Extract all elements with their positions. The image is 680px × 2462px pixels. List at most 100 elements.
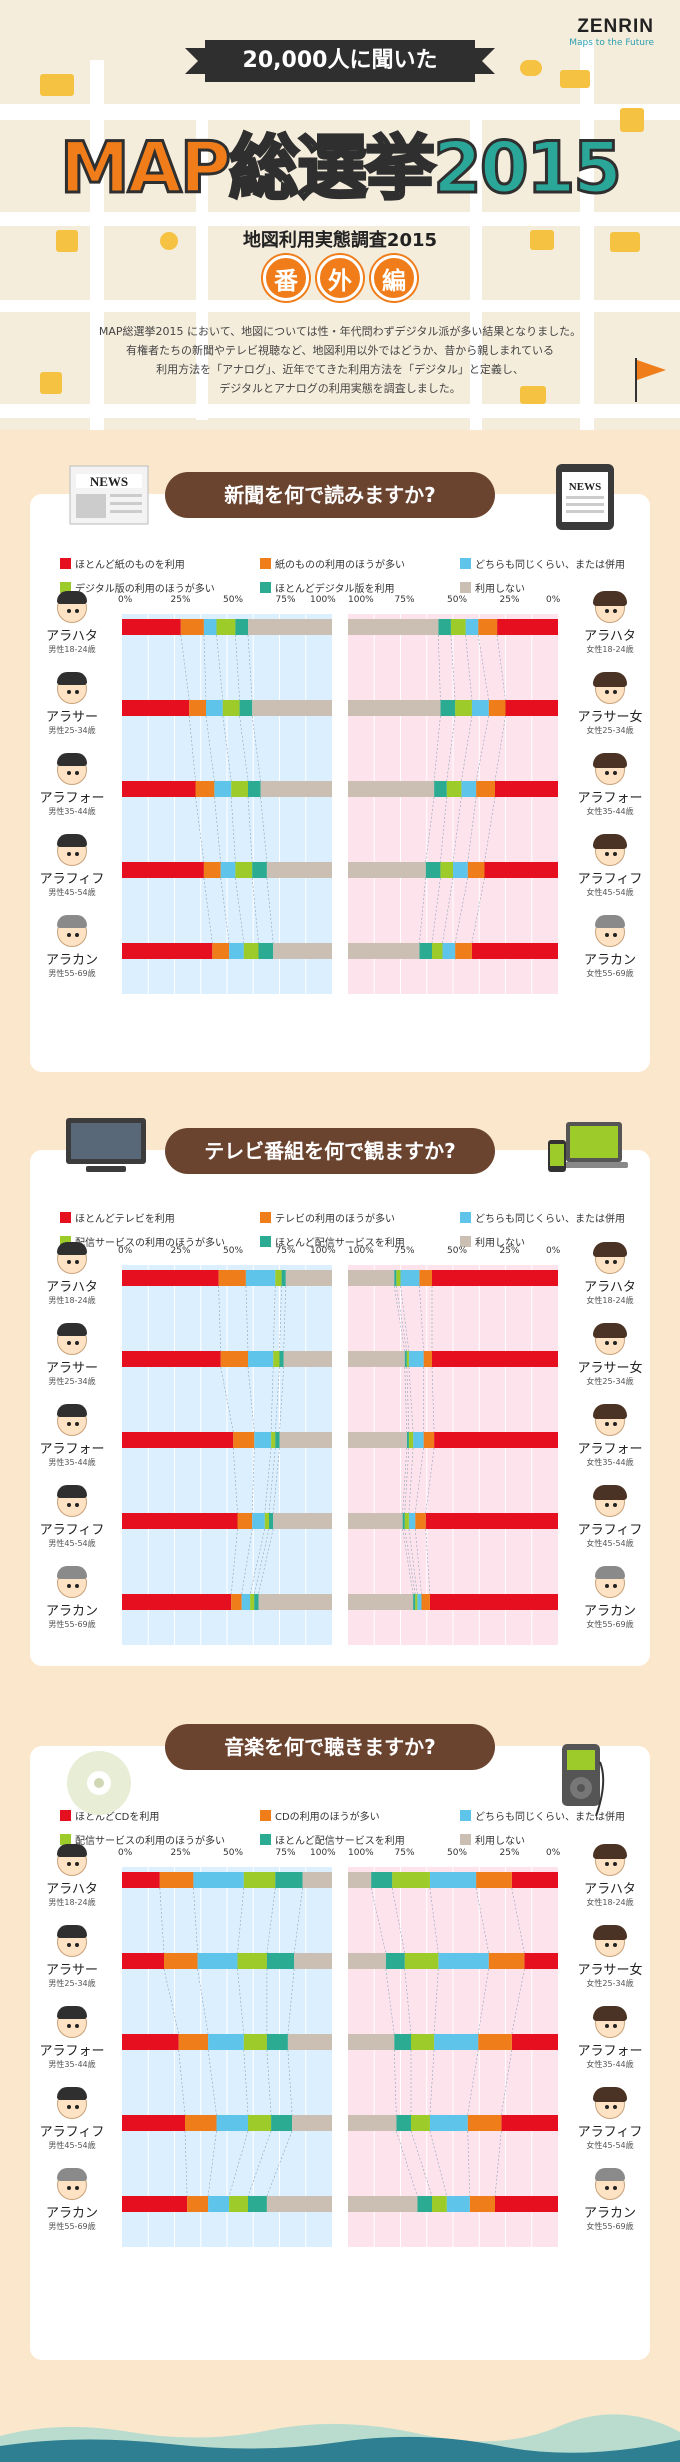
male-group-label: アラフィフ 男性45-54歳: [32, 2089, 112, 2151]
tick-label: 50%: [447, 1848, 468, 1858]
tick-label: 25%: [170, 595, 191, 605]
legend-entry: 配信サービスの利用のほうが多い: [60, 1234, 225, 1249]
female-avatar-icon: [593, 1485, 627, 1517]
male-group-label: アラハタ 男性18-24歳: [32, 1846, 112, 1908]
connector-line: [393, 1285, 405, 1352]
male-group-label: アラフォー 男性35-44歳: [32, 755, 112, 817]
connector-line: [419, 1285, 424, 1352]
group-age: 女性35-44歳: [586, 807, 634, 816]
male-bar-segment: [208, 2196, 230, 2212]
male-bar-segment: [269, 1513, 274, 1529]
male-bar-segment: [239, 700, 253, 716]
connector-line: [249, 1528, 266, 1595]
male-bar-segment: [122, 943, 213, 959]
male-group-label: アラフィフ 男性45-54歳: [32, 1487, 112, 1549]
tick-label: 25%: [499, 1246, 520, 1256]
legend-label: ほとんどCDを利用: [75, 1812, 160, 1823]
tick-label: 75%: [275, 1848, 296, 1858]
tick-label: 100%: [348, 1848, 374, 1858]
connector-line: [450, 634, 456, 701]
male-bar-segment: [243, 1872, 276, 1888]
connector-line: [431, 1366, 435, 1433]
intro-line-1: MAP総選挙2015 において、地図については性・年代問わずデジタル派が多い結果…: [98, 325, 582, 338]
connector-line: [440, 796, 447, 863]
legend-entry: ほとんど配信サービスを利用: [260, 1832, 405, 1847]
connector-line: [467, 2049, 479, 2116]
connector-line: [251, 1447, 255, 1514]
male-bar-segment: [122, 700, 190, 716]
male-avatar-icon: [57, 2006, 87, 2038]
female-group-label: アラカン 女性55-69歳: [570, 1568, 650, 1630]
female-bar-segment: [465, 619, 479, 635]
female-bar-segment: [348, 1872, 372, 1888]
flag-icon: [635, 358, 666, 402]
legend-swatch: [460, 558, 471, 569]
group-name: アラハタ: [46, 629, 98, 644]
legend-label: ほとんど紙のものを利用: [75, 560, 185, 571]
connector-line: [475, 1887, 489, 1954]
connector-line: [237, 1968, 245, 2035]
female-bar-segment: [432, 2196, 447, 2212]
legend-swatch: [260, 1212, 271, 1223]
female-bar-segment: [348, 2196, 418, 2212]
legend-label: 配信サービスの利用のほうが多い: [75, 1836, 225, 1847]
connector-line: [419, 877, 426, 944]
female-bar-segment: [442, 943, 456, 959]
legend-label: ほとんど配信サービスを利用: [275, 1238, 405, 1249]
connector-line: [245, 1285, 249, 1352]
female-bar-segment: [408, 1351, 424, 1367]
male-bar-segment: [281, 1270, 286, 1286]
connector-line: [247, 796, 253, 863]
connector-line: [433, 715, 441, 782]
male-bar-segment: [264, 1513, 269, 1529]
female-group-label: アラサー女 女性25-34歳: [570, 1325, 650, 1387]
male-bar-segment: [266, 2034, 288, 2050]
connector-line: [408, 1366, 414, 1433]
connector-line: [494, 2130, 502, 2197]
female-bar-segment: [348, 1953, 386, 1969]
male-bar-segment: [260, 781, 332, 797]
connector-line: [391, 1887, 405, 1954]
tick-label: 100%: [310, 1246, 336, 1256]
group-age: 男性45-54歳: [48, 888, 96, 897]
female-bar-segment: [450, 619, 466, 635]
male-bar-segment: [235, 862, 253, 878]
tick-label: 0%: [118, 1848, 133, 1858]
connector-line: [475, 715, 489, 782]
male-bar-segment: [122, 619, 181, 635]
connector-line: [228, 2130, 249, 2197]
female-bar-segment: [471, 700, 489, 716]
tick-label: 75%: [394, 1246, 415, 1256]
male-bar-segment: [208, 2034, 244, 2050]
male-group-label: アラハタ 男性18-24歳: [32, 593, 112, 655]
male-avatar-icon: [57, 2168, 87, 2200]
logo-text: ZENRIN: [577, 16, 654, 37]
logo-tagline: Maps to the Future: [569, 38, 654, 48]
connector-line: [247, 634, 253, 701]
connector-line: [230, 1528, 238, 1595]
female-avatar-icon: [593, 672, 627, 704]
male-bar-segment: [233, 1432, 255, 1448]
female-bar-segment: [455, 943, 472, 959]
female-group-label: アラカン 女性55-69歳: [570, 2170, 650, 2232]
male-bar-segment: [254, 1594, 259, 1610]
group-name: アラサー女: [577, 1963, 643, 1978]
legend-swatch: [60, 1236, 71, 1247]
connector-line: [251, 715, 261, 782]
female-bar-segment: [467, 2115, 502, 2131]
connector-line: [247, 1366, 255, 1433]
female-bar-segment: [423, 1351, 432, 1367]
female-bar-segment: [469, 2196, 495, 2212]
connector-line: [230, 796, 236, 863]
svg-text:NEWS: NEWS: [569, 481, 601, 493]
connector-line: [203, 634, 207, 701]
male-group-label: アラフィフ 男性45-54歳: [32, 836, 112, 898]
connector-line: [247, 2130, 272, 2197]
connector-line: [511, 1968, 525, 2035]
male-bar-segment: [271, 2115, 293, 2131]
female-bar-segment: [348, 700, 441, 716]
female-bar-segment: [495, 2196, 558, 2212]
television-icon: [66, 1118, 146, 1172]
female-avatar-icon: [593, 753, 627, 785]
legend-entry: ほとんど配信サービスを利用: [260, 1234, 405, 1249]
